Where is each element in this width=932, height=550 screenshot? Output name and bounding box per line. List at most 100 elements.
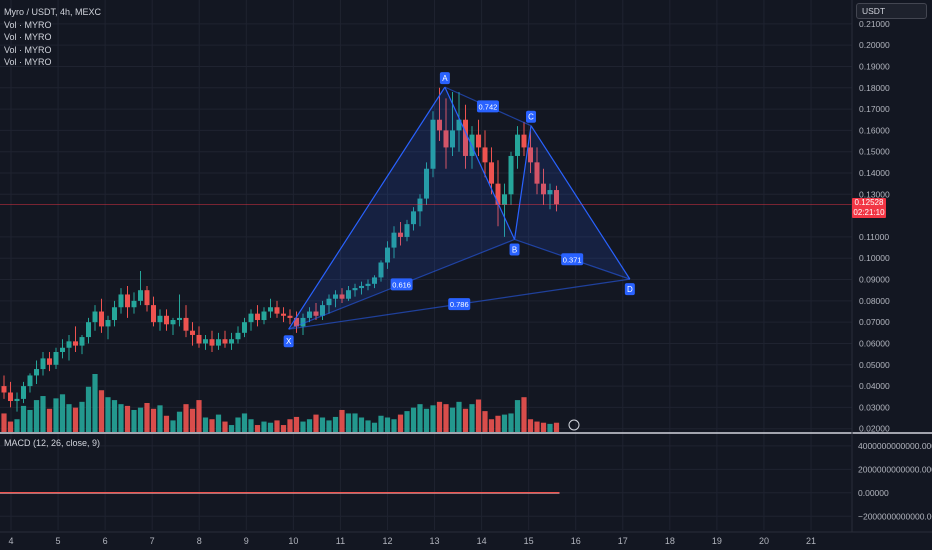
- volume-bar: [501, 414, 508, 432]
- y-tick-label: 0.15000: [859, 147, 890, 157]
- candle-body: [300, 317, 306, 327]
- y-tick-label: 0.11000: [859, 232, 889, 242]
- x-tick-label: 7: [150, 536, 155, 546]
- volume-bar: [521, 397, 527, 432]
- pattern-triangle-bcd: [514, 125, 630, 280]
- candle-body: [463, 119, 468, 156]
- y-tick-label: 0.18000: [859, 83, 890, 93]
- volume-bar: [254, 425, 261, 432]
- volume-bar: [384, 417, 391, 432]
- candle-body: [21, 386, 26, 399]
- x-tick-label: 18: [665, 536, 675, 546]
- volume-bar: [14, 419, 20, 432]
- candle-body: [86, 322, 91, 338]
- candle-body: [144, 290, 150, 306]
- volume-bar: [456, 401, 462, 432]
- candle-body: [352, 288, 358, 291]
- volume-bar: [547, 423, 553, 432]
- volume-bar: [371, 422, 378, 432]
- volume-bar: [98, 390, 105, 432]
- volume-bar: [183, 404, 189, 432]
- candle-body: [242, 322, 247, 333]
- y-tick-label: 0.05000: [859, 360, 890, 370]
- x-tick-label: 5: [56, 536, 61, 546]
- volume-bar: [150, 408, 157, 432]
- candle-body: [27, 375, 33, 387]
- last-price-tag: 0.12528 02:21:10: [852, 198, 886, 219]
- candle-body: [190, 330, 195, 335]
- x-tick-label: 19: [712, 536, 722, 546]
- y-tick-label: 0.19000: [859, 61, 890, 71]
- candle-body: [229, 339, 234, 344]
- candle-body: [294, 317, 299, 327]
- volume-bar: [7, 421, 14, 432]
- volume-bar: [267, 422, 274, 432]
- pattern-point-x: X: [286, 337, 292, 346]
- candle-body: [203, 339, 208, 344]
- volume-bar: [66, 404, 72, 432]
- candle-body: [333, 294, 338, 299]
- candle-body: [489, 162, 494, 184]
- candle-body: [528, 147, 533, 163]
- x-tick-label: 6: [103, 536, 108, 546]
- candle-body: [34, 369, 39, 376]
- y-tick-label: 0.03000: [859, 402, 890, 412]
- candle-body: [235, 332, 241, 340]
- y-tick-label: 0.04000: [859, 381, 890, 391]
- candle-body: [404, 224, 410, 237]
- x-tick-label: 20: [759, 536, 769, 546]
- candle-body: [125, 294, 130, 308]
- volume-bar: [33, 400, 40, 432]
- volume-bar: [46, 408, 53, 432]
- candle-body: [216, 339, 221, 346]
- candle-body: [443, 130, 449, 148]
- pattern-point-b: B: [512, 245, 517, 254]
- candle-body: [534, 162, 540, 184]
- candle-body: [385, 247, 390, 263]
- volume-bar: [443, 404, 449, 432]
- volume-bar: [280, 425, 287, 432]
- pattern-leg-bc: [513, 125, 532, 240]
- volume-bar: [170, 420, 176, 432]
- pattern-point-x-box: [283, 335, 294, 348]
- candle-body: [40, 358, 46, 370]
- candle-body: [391, 232, 397, 248]
- ratio-label-box: [390, 278, 413, 291]
- volume-legend-2: Vol · MYRO: [4, 32, 52, 42]
- volume-bar: [358, 417, 365, 432]
- x-tick-label: 17: [618, 536, 628, 546]
- volume-bar: [92, 374, 98, 432]
- volume-bar: [287, 419, 293, 432]
- volume-legend-4: Vol · MYRO: [4, 57, 52, 67]
- currency-field[interactable]: USDT: [856, 3, 927, 19]
- volume-bar: [228, 425, 235, 432]
- volume-bar: [540, 422, 547, 432]
- pattern-point-a: A: [442, 74, 448, 83]
- x-tick-label: 11: [336, 536, 345, 546]
- volume-bar: [176, 411, 183, 432]
- volume-bar: [430, 405, 436, 432]
- volume-bar: [319, 417, 326, 432]
- candle-body: [456, 119, 462, 131]
- candle-body: [476, 134, 481, 148]
- candle-body: [164, 315, 169, 325]
- candle-body: [326, 298, 332, 306]
- candle-body: [281, 313, 286, 316]
- volume-bar: [391, 419, 397, 432]
- candle-body: [209, 339, 215, 346]
- volume-bar: [339, 409, 345, 432]
- candle-body: [547, 190, 553, 195]
- volume-bar: [1, 413, 7, 432]
- candle-body: [255, 313, 260, 321]
- chart-title: Myro / USDT, 4h, MEXC: [4, 7, 102, 17]
- volume-bar: [235, 417, 241, 432]
- volume-bar: [534, 421, 540, 432]
- volume-bar: [189, 408, 196, 432]
- bar-countdown: 02:21:10: [853, 208, 885, 218]
- volume-bar: [352, 413, 358, 432]
- candle-body: [8, 392, 13, 402]
- volume-bar: [293, 416, 300, 432]
- y-tick-label: 0.13000: [859, 189, 890, 199]
- volume-bar: [410, 407, 417, 432]
